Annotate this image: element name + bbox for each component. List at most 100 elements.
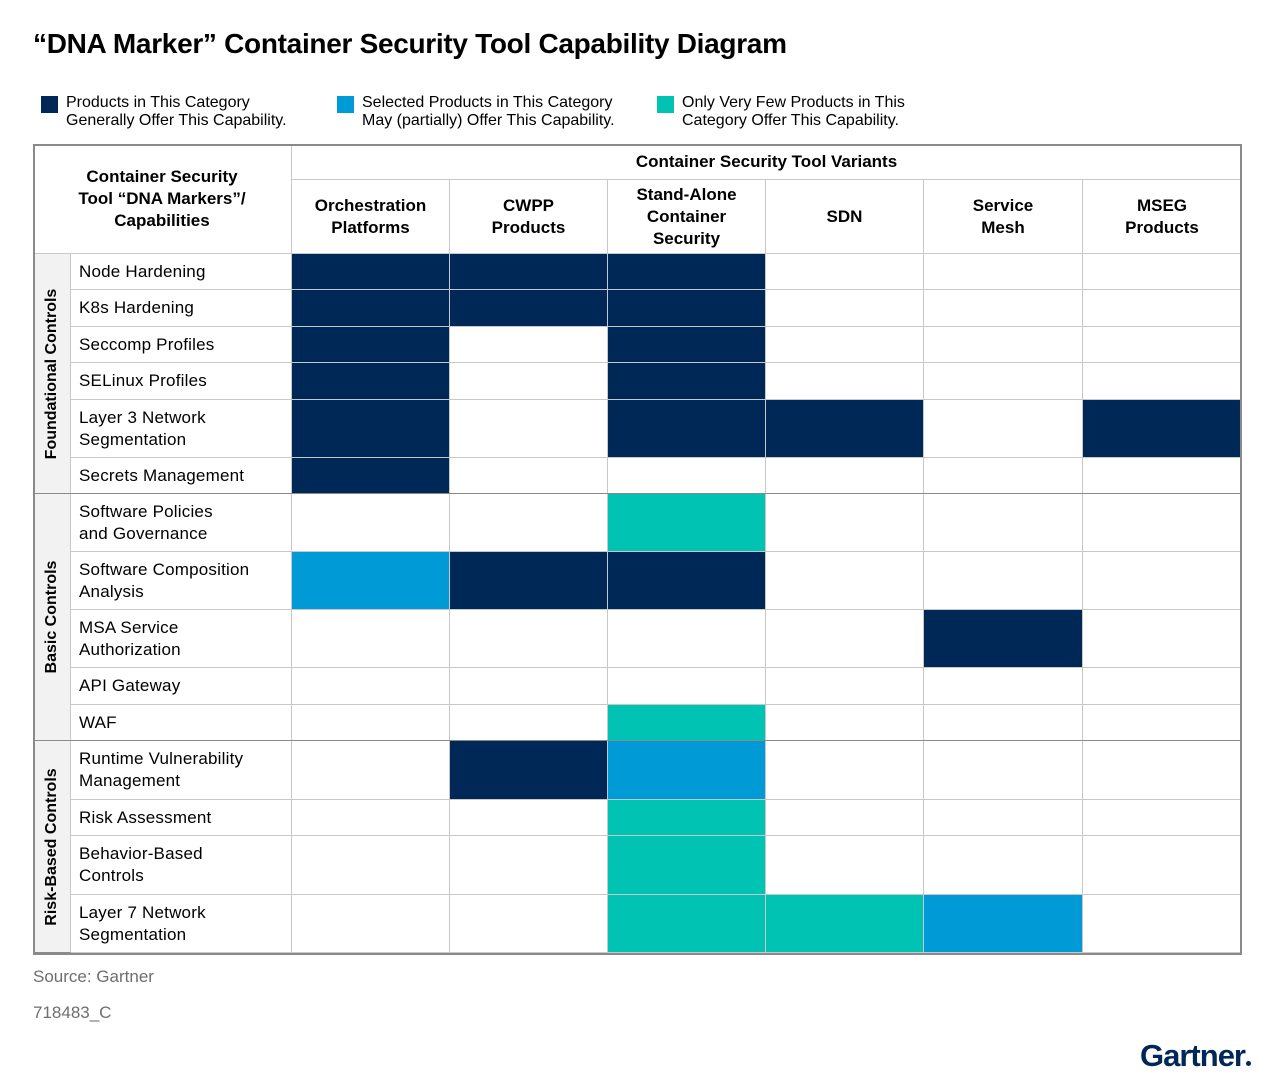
row-label-line: and Governance xyxy=(79,523,208,543)
matrix-cell-none xyxy=(292,836,450,895)
matrix-cell-none xyxy=(608,668,766,705)
matrix-cell-general xyxy=(766,400,924,458)
matrix-cell-none xyxy=(766,254,924,290)
matrix-cell-none xyxy=(924,705,1083,741)
row-label: SELinux Profiles xyxy=(71,363,292,400)
matrix-cell-general xyxy=(292,254,450,290)
legend-swatch xyxy=(41,96,58,113)
legend-label-line: Generally Offer This Capability. xyxy=(66,112,287,129)
matrix-cell-none xyxy=(450,494,608,552)
column-header-text: Service Mesh xyxy=(973,195,1034,239)
matrix-cell-general xyxy=(450,552,608,610)
row-label-line: Layer 7 Network xyxy=(79,902,206,922)
variants-header: Container Security Tool Variants xyxy=(292,144,1242,180)
matrix-cell-none xyxy=(292,668,450,705)
matrix-cell-none xyxy=(766,363,924,400)
row-label-line: Software Policies xyxy=(79,501,213,521)
matrix-cell-none xyxy=(766,290,924,327)
matrix-cell-none xyxy=(924,363,1083,400)
source-note: Source: Gartner xyxy=(33,967,154,986)
legend-item-partial: Selected Products in This Category May (p… xyxy=(337,94,615,130)
matrix-cell-none xyxy=(924,836,1083,895)
row-label: Software Policies and Governance xyxy=(71,494,292,552)
row-label-line: Controls xyxy=(79,866,144,885)
matrix-cell-partial xyxy=(924,895,1083,953)
column-header-text: Orchestration Platforms xyxy=(315,195,426,239)
matrix-cell-none xyxy=(766,327,924,363)
matrix-cell-none xyxy=(608,610,766,668)
matrix-cell-general xyxy=(292,400,450,458)
matrix-cell-none xyxy=(766,494,924,552)
column-header-text: MSEG Products xyxy=(1125,195,1199,239)
matrix-cell-general xyxy=(608,552,766,610)
matrix-cell-general xyxy=(608,254,766,290)
row-label-line: Management xyxy=(79,771,181,790)
matrix-cell-few xyxy=(608,895,766,953)
row-label: K8s Hardening xyxy=(71,290,292,327)
column-header-line: Orchestration xyxy=(314,195,427,215)
matrix-cell-none xyxy=(924,254,1083,290)
matrix-cell-none xyxy=(1083,552,1242,610)
matrix-cell-general xyxy=(292,327,450,363)
matrix-cell-none xyxy=(1083,836,1242,895)
row-label-line: Seccomp Profiles xyxy=(79,334,215,354)
page-title: “DNA Marker” Container Security Tool Cap… xyxy=(33,28,787,59)
row-label: Layer 7 Network Segmentation xyxy=(71,895,292,953)
legend-label-line: Category Offer This Capability. xyxy=(682,112,899,129)
column-header-line: SDN xyxy=(826,206,863,226)
column-header-text: SDN xyxy=(827,206,863,228)
row-group: Foundational Controls xyxy=(33,254,71,494)
row-label-line: Node Hardening xyxy=(79,261,206,281)
matrix-cell-general xyxy=(292,458,450,494)
row-label: Secrets Management xyxy=(71,458,292,494)
matrix-cell-none xyxy=(292,895,450,953)
matrix-cell-partial xyxy=(608,741,766,800)
column-header-line: CWPP xyxy=(503,195,554,215)
matrix-cell-none xyxy=(450,668,608,705)
logo-dot-icon xyxy=(1246,1061,1251,1066)
matrix-cell-none xyxy=(292,610,450,668)
figure-id: 718483_C xyxy=(33,1003,112,1022)
row-group-label: Foundational Controls xyxy=(42,288,60,459)
matrix-cell-few xyxy=(766,895,924,953)
capabilities-header-text: Container Security Tool “DNA Markers”/Cap… xyxy=(78,166,245,232)
matrix-cell-none xyxy=(1083,895,1242,953)
row-label: Behavior-Based Controls xyxy=(71,836,292,895)
gartner-logo-text: Gartner xyxy=(1140,1038,1246,1073)
capabilities-header-line: Container Security xyxy=(86,166,238,186)
row-label-line: Behavior-Based xyxy=(79,844,203,863)
matrix-cell-none xyxy=(292,494,450,552)
row-label: Seccomp Profiles xyxy=(71,327,292,363)
column-header-line: Stand-Alone xyxy=(636,184,737,204)
matrix-cell-none xyxy=(1083,458,1242,494)
row-label-line: API Gateway xyxy=(79,676,181,695)
row-label: API Gateway xyxy=(71,668,292,705)
legend-label: Products in This Category Generally Offer… xyxy=(66,94,287,130)
column-header-line: Mesh xyxy=(981,217,1025,237)
matrix-cell-none xyxy=(924,668,1083,705)
matrix-cell-none xyxy=(450,327,608,363)
matrix-cell-general xyxy=(608,363,766,400)
matrix-cell-none xyxy=(608,458,766,494)
legend-swatch xyxy=(657,96,674,113)
matrix-cell-few xyxy=(608,705,766,741)
row-group-label: Basic Controls xyxy=(42,560,60,674)
column-header-line: Security xyxy=(652,228,721,248)
matrix-cell-none xyxy=(1083,327,1242,363)
matrix-cell-none xyxy=(450,895,608,953)
row-label-line: Secrets Management xyxy=(79,465,245,485)
row-label-line: Authorization xyxy=(79,639,181,659)
column-header-service_mesh: Service Mesh xyxy=(924,180,1083,254)
matrix-cell-none xyxy=(1083,741,1242,800)
matrix-cell-none xyxy=(924,494,1083,552)
matrix-cell-none xyxy=(924,327,1083,363)
matrix-cell-general xyxy=(924,610,1083,668)
legend-label: Selected Products in This Category May (p… xyxy=(362,94,615,130)
matrix-cell-none xyxy=(924,290,1083,327)
matrix-cell-none xyxy=(766,458,924,494)
matrix-cell-none xyxy=(450,836,608,895)
matrix-cell-general xyxy=(292,363,450,400)
column-header-mseg: MSEG Products xyxy=(1083,180,1242,254)
matrix-cell-none xyxy=(766,800,924,836)
row-label: Runtime Vulnerability Management xyxy=(71,741,292,800)
